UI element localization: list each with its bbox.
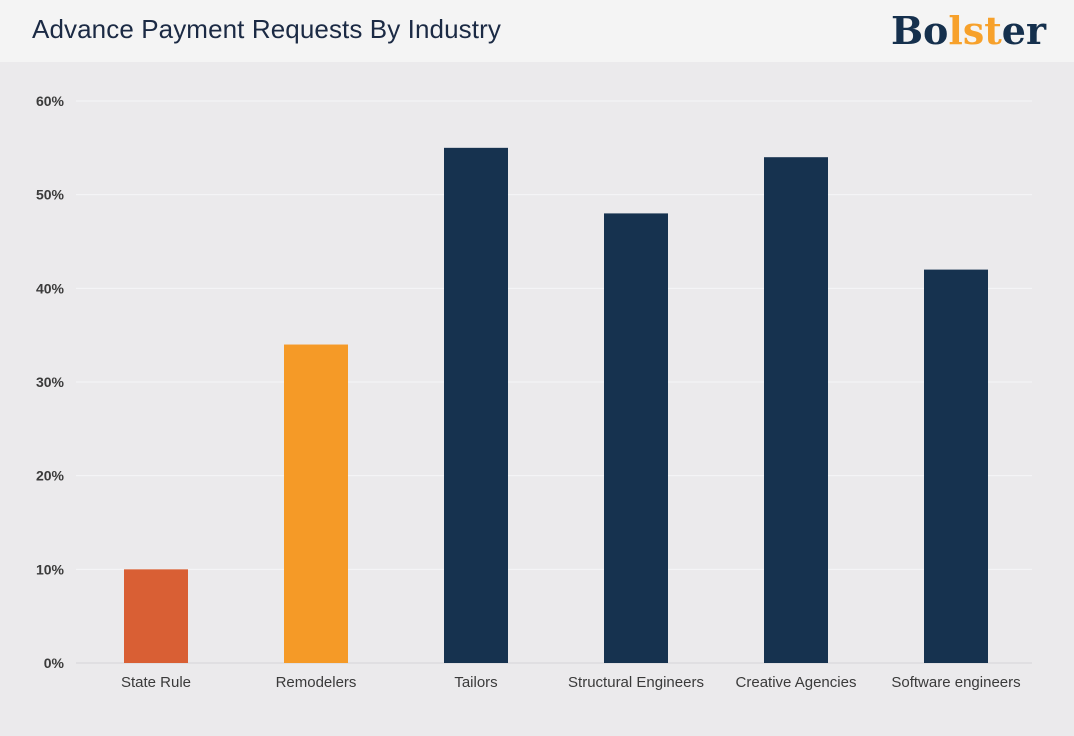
x-tick-label: State Rule bbox=[121, 674, 191, 691]
y-tick-label: 60% bbox=[36, 93, 65, 109]
bar bbox=[124, 569, 188, 663]
bar bbox=[764, 157, 828, 663]
x-tick-label: Structural Engineers bbox=[568, 674, 704, 691]
x-tick-label: Remodelers bbox=[276, 674, 357, 691]
bar bbox=[284, 344, 348, 663]
bar-chart: 0% 10% 20% 30% 40% 50% 60% State Rule Remodelers… bbox=[36, 93, 1032, 691]
logo-text-end: er bbox=[1001, 8, 1046, 53]
bar bbox=[924, 269, 988, 663]
y-tick-label: 40% bbox=[36, 280, 65, 296]
y-tick-label: 30% bbox=[36, 374, 65, 390]
chart-title: Advance Payment Requests By Industry bbox=[32, 14, 501, 44]
x-tick-label: Creative Agencies bbox=[736, 674, 857, 691]
x-tick-label: Software engineers bbox=[891, 674, 1020, 691]
chart-header: Advance Payment Requests By Industry Bol… bbox=[0, 0, 1074, 62]
y-tick-label: 20% bbox=[36, 468, 65, 484]
logo-text-start: Bo bbox=[890, 8, 949, 53]
y-tick-label: 0% bbox=[44, 655, 65, 671]
y-tick-label: 10% bbox=[36, 561, 65, 577]
x-tick-label: Tailors bbox=[454, 674, 497, 691]
y-tick-label: 50% bbox=[36, 187, 65, 203]
bar bbox=[604, 213, 668, 663]
bar bbox=[444, 147, 508, 663]
logo-text-accent: lst bbox=[948, 8, 1002, 53]
bolster-logo: Bolster bbox=[891, 9, 1046, 53]
